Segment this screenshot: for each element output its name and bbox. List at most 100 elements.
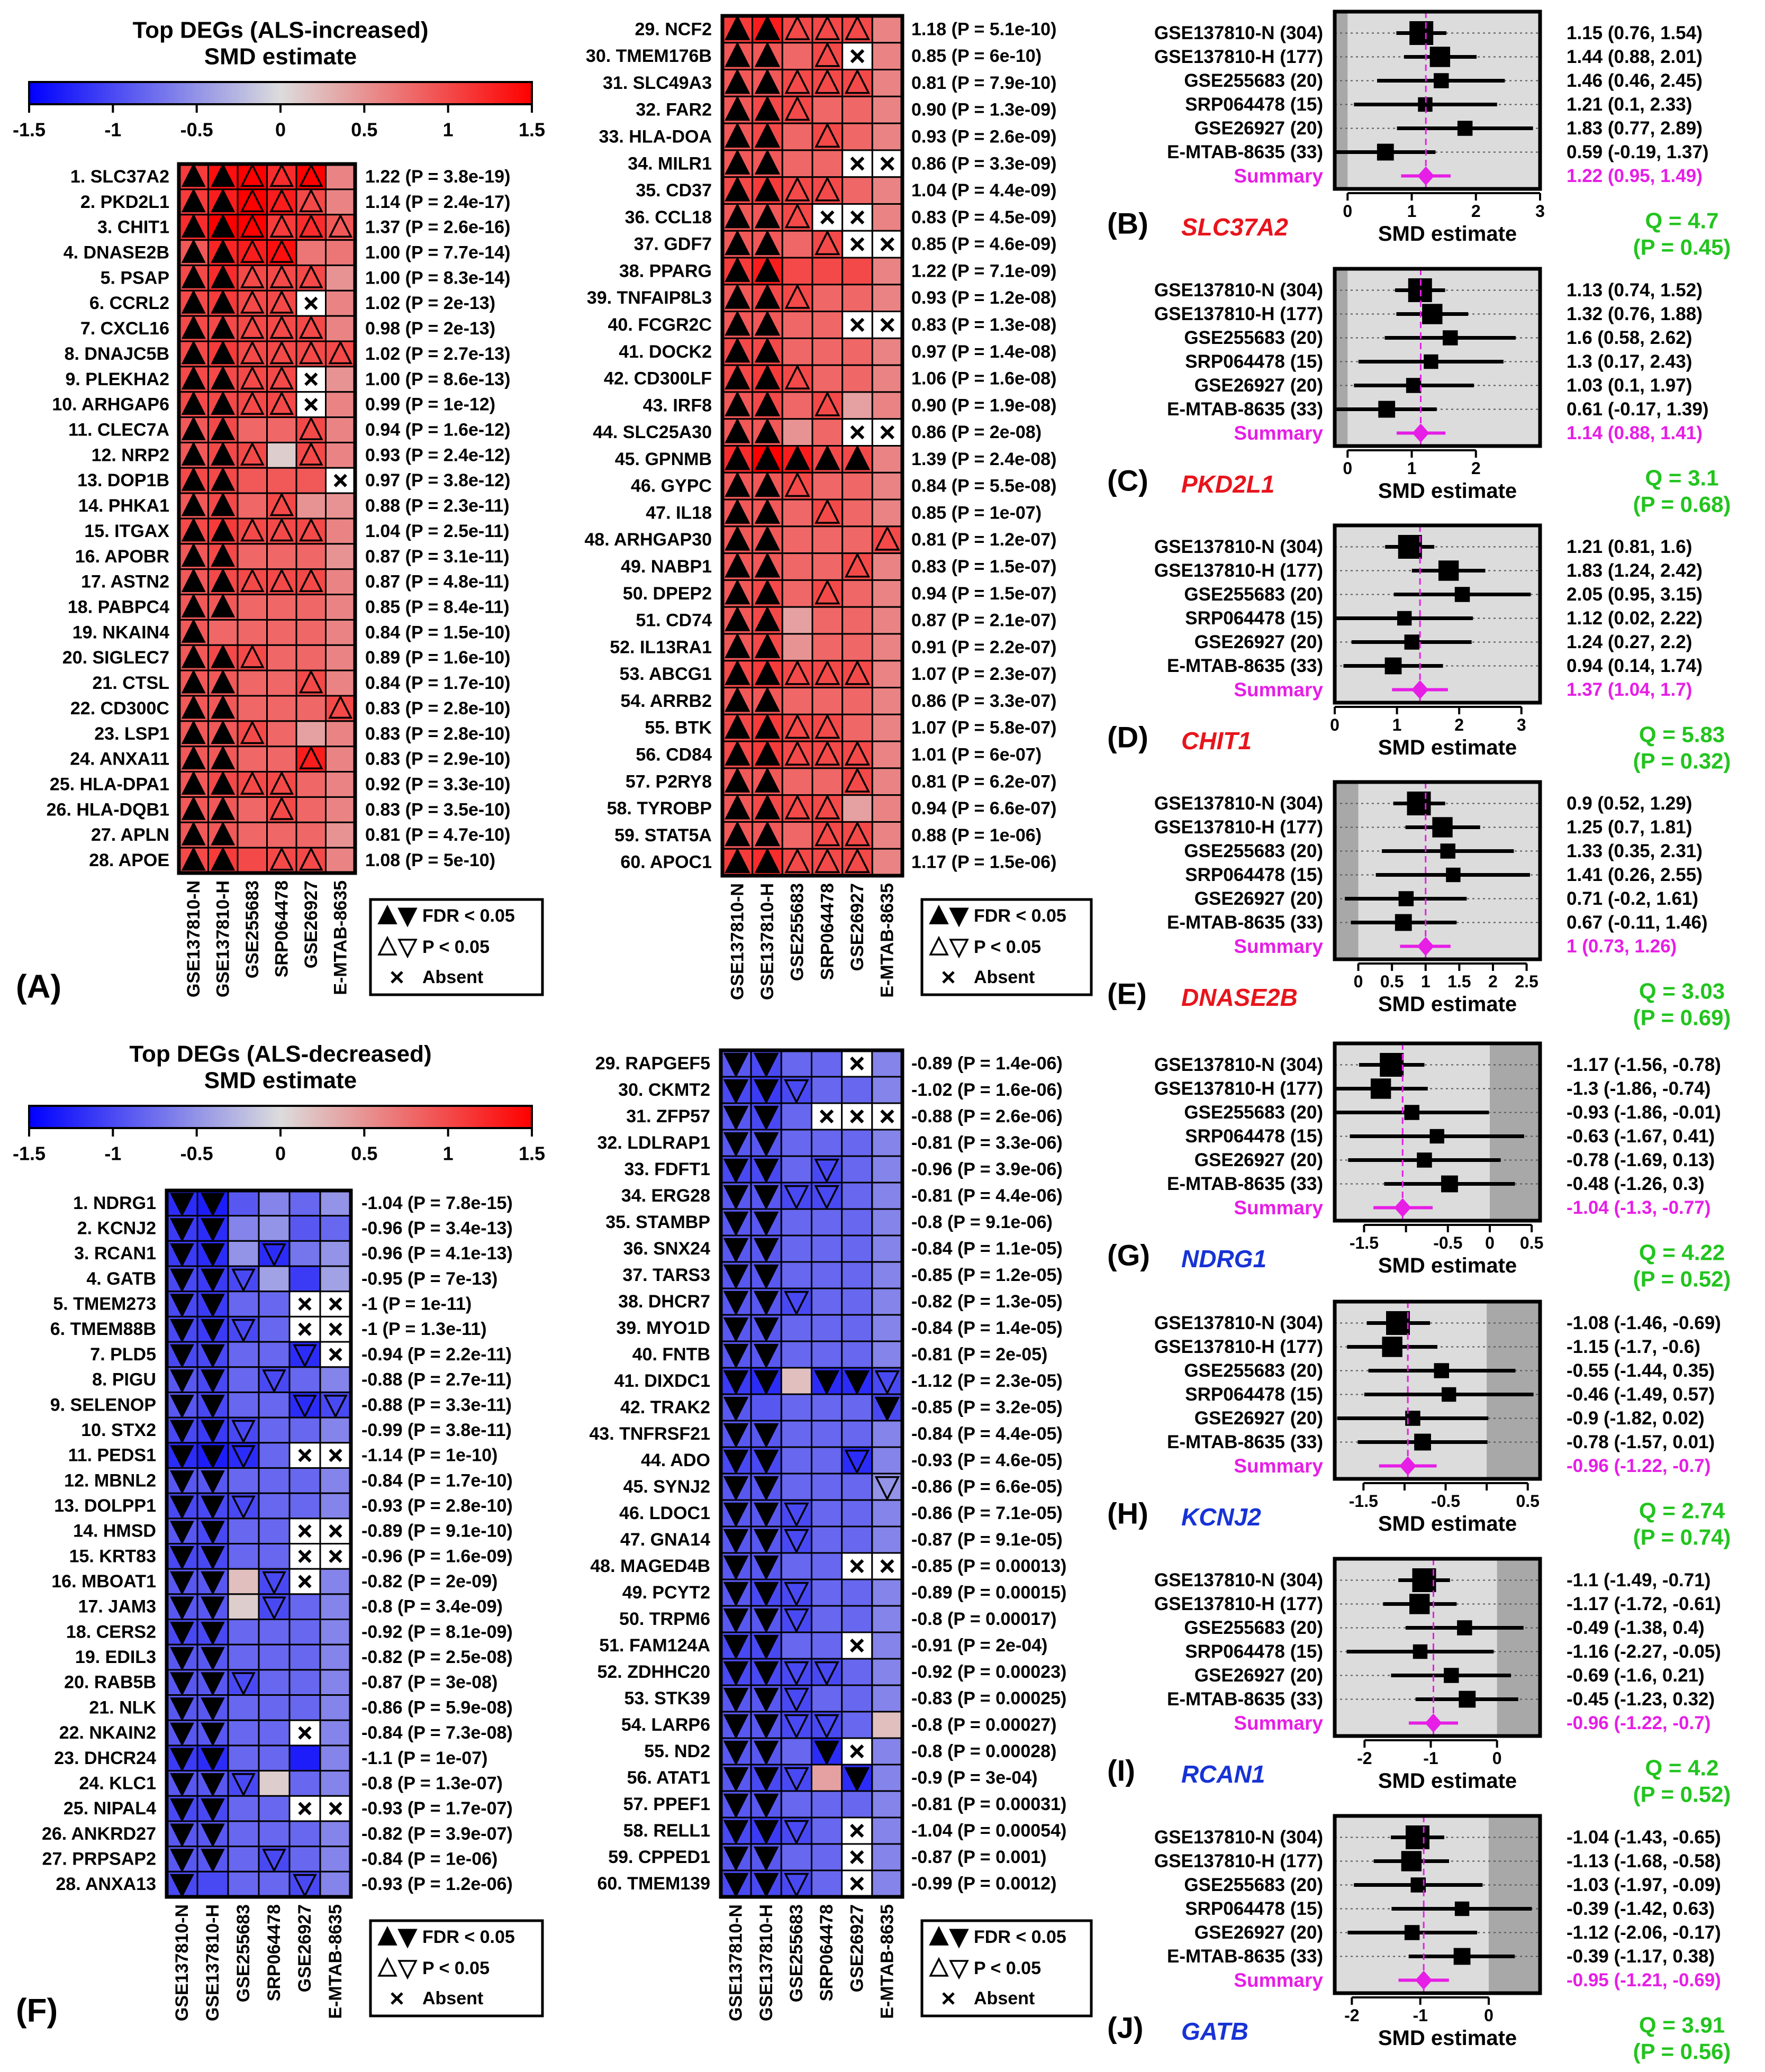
gene-row-label: 27. APLN <box>91 825 169 845</box>
heatmap-cell <box>227 1517 260 1545</box>
absent-marker <box>850 49 865 63</box>
gene-row-label: 31. ZFP57 <box>626 1106 710 1126</box>
forest-study-label: GSE26927 (20) <box>1194 1150 1323 1170</box>
heatmap-cell <box>266 720 297 748</box>
fdr-down-marker <box>753 1423 779 1448</box>
heatmap-cell <box>871 606 903 635</box>
fdr-down-marker <box>723 1476 749 1501</box>
fdr-up-marker <box>725 391 750 416</box>
forest-point <box>1398 891 1414 906</box>
gene-row-stat: 0.97 (P = 3.8e-12) <box>365 470 510 490</box>
heatmap-cell <box>266 594 297 621</box>
heatmap-cell <box>781 552 813 581</box>
gene-row-stat: -0.85 (P = 3.2e-05) <box>911 1397 1063 1417</box>
gene-row-stat: 1.04 (P = 4.4e-09) <box>911 180 1056 201</box>
heatmap-cell <box>841 1393 873 1422</box>
heatmap-cell <box>325 720 356 748</box>
legend-box <box>369 898 544 996</box>
forest-study-stat: 1.03 (0.1, 1.97) <box>1567 375 1692 396</box>
fdr-up-marker <box>725 417 750 443</box>
heatmap-cell <box>841 633 873 662</box>
gene-row-label: 51. CD74 <box>636 611 712 631</box>
fdr-up-marker <box>211 441 236 466</box>
fdr-up-marker <box>754 337 781 363</box>
fdr-up-marker <box>754 149 781 175</box>
fdr-down-marker <box>753 1238 779 1263</box>
gene-row-label: 37. TARS3 <box>622 1265 710 1285</box>
forest-gene-name: SLC37A2 <box>1181 213 1288 241</box>
heatmap-cell <box>227 1467 260 1494</box>
gene-row-stat: 0.83 (P = 4.5e-09) <box>911 207 1056 228</box>
fdr-up-marker <box>181 695 206 719</box>
colorbar <box>28 81 533 105</box>
forest-tick-label: 2 <box>1454 715 1464 734</box>
gene-row-stat: 1.02 (P = 2e-13) <box>365 293 495 313</box>
forest-point <box>1443 330 1458 346</box>
gene-row-label: 5. PSAP <box>101 268 169 288</box>
forest-summary-diamond <box>1412 423 1429 443</box>
p-up-marker <box>298 568 323 593</box>
dataset-label: GSE137810-H <box>213 880 233 997</box>
fdr-up-marker <box>754 552 781 578</box>
gene-row-stat: -0.87 (P = 3e-08) <box>361 1673 497 1693</box>
forest-summary-label: Summary <box>1234 165 1323 187</box>
heatmap-cell <box>258 1265 291 1293</box>
absent-marker <box>850 1056 864 1071</box>
fdr-down-marker <box>723 1793 749 1819</box>
legend-absent-label: Absent <box>422 967 483 987</box>
p-up-marker <box>814 794 840 820</box>
gene-row-stat: -0.96 (P = 3.4e-13) <box>361 1219 513 1239</box>
gene-row-label: 26. HLA-DQB1 <box>47 799 169 820</box>
gene-row-label: 26. ANKRD27 <box>42 1824 156 1844</box>
forest-shade <box>1335 782 1359 959</box>
forest-study-label: GSE137810-N (304) <box>1154 793 1323 814</box>
heatmap-cell <box>319 1619 352 1646</box>
fdr-up-marker <box>929 904 949 924</box>
gene-row-label: 52. ZDHHC20 <box>597 1662 710 1682</box>
fdr-down-marker <box>814 1740 839 1766</box>
gene-row-label: 38. DHCR7 <box>618 1292 710 1312</box>
fdr-down-marker <box>170 1874 194 1898</box>
fdr-down-marker <box>201 1193 225 1217</box>
fdr-up-marker <box>181 163 206 187</box>
heatmap-cell <box>295 720 327 748</box>
heatmap-cell <box>811 1764 843 1792</box>
fdr-down-marker <box>170 1647 194 1671</box>
gene-row-stat: -0.8 (P = 9.1e-06) <box>911 1212 1053 1232</box>
p-up-marker <box>298 669 323 694</box>
heatmap-cell <box>841 391 873 420</box>
absent-marker <box>329 1549 342 1563</box>
fdr-up-marker <box>725 579 750 605</box>
forest-study-stat: 1.32 (0.76, 1.88) <box>1567 304 1703 324</box>
forest-study-label: GSE137810-N (304) <box>1154 1827 1323 1848</box>
dataset-label: GSE137810-H <box>756 1904 776 2021</box>
legend-absent-label: Absent <box>974 1988 1035 2009</box>
forest-gene-name: PKD2L1 <box>1181 470 1274 498</box>
fdr-down-marker <box>201 1394 225 1419</box>
dataset-label: E-MTAB-8635 <box>325 1904 346 2019</box>
heatmap-cell <box>841 687 873 715</box>
forest-shade <box>1335 12 1348 189</box>
heatmap-cell <box>319 1416 352 1444</box>
fdr-down-marker <box>170 1748 194 1772</box>
p-down-marker <box>231 1445 256 1469</box>
gene-row-stat: 0.93 (P = 1.2e-08) <box>911 288 1056 308</box>
colorbar <box>28 1105 533 1129</box>
fdr-down-marker <box>753 1767 779 1792</box>
forest-summary-diamond <box>1417 937 1434 956</box>
heatmap-cell <box>871 1816 903 1845</box>
heatmap-cell <box>841 1234 873 1263</box>
fdr-up-marker <box>211 695 236 719</box>
p-down-marker <box>814 1661 839 1686</box>
forest-study-label: SRP064478 (15) <box>1185 94 1323 115</box>
heatmap-cell <box>781 821 813 850</box>
forest-bg <box>1335 782 1540 959</box>
heatmap-cell <box>258 1820 291 1848</box>
fdr-up-marker <box>725 68 750 94</box>
heatmap-cell <box>295 644 327 671</box>
gene-row-stat: 0.93 (P = 2.6e-09) <box>911 127 1056 147</box>
gene-row-label: 42. CD300LF <box>604 369 712 389</box>
fdr-down-marker <box>844 1767 870 1792</box>
p-up-marker <box>814 41 840 67</box>
fdr-up-marker <box>181 365 206 390</box>
